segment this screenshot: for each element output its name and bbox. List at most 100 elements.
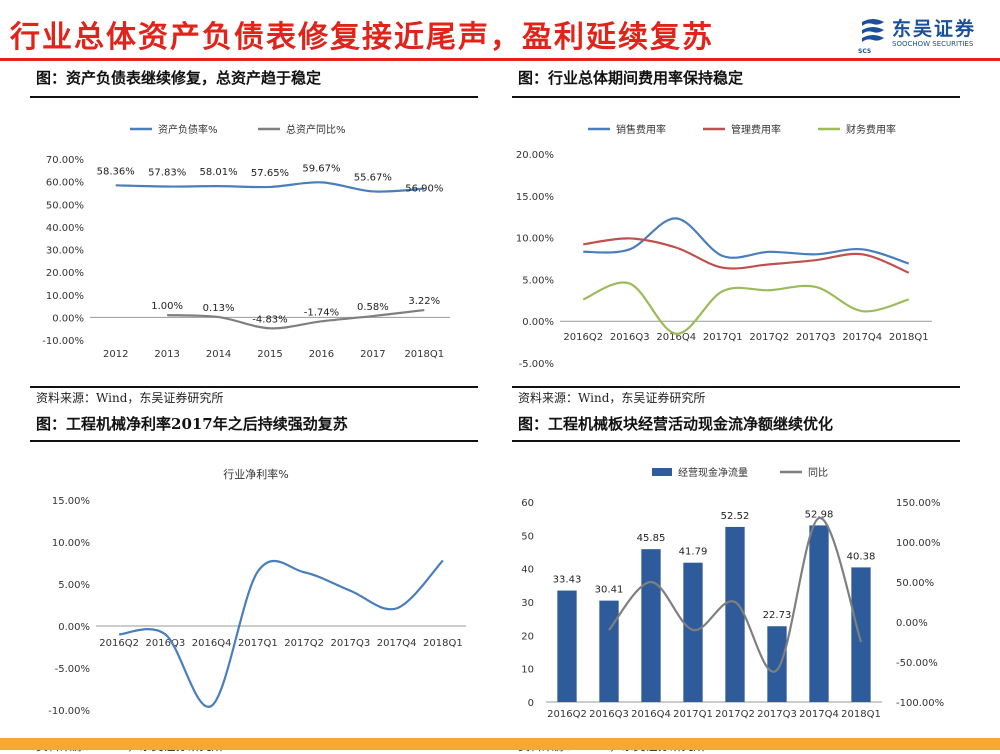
panel-rule-top xyxy=(512,96,960,98)
legend-label: 销售费用率 xyxy=(616,123,666,136)
series-line-1 xyxy=(115,181,425,193)
data-label: 52.98 xyxy=(805,509,834,520)
y-tick-label: 40 xyxy=(521,565,534,576)
logo-english: SOOCHOW SECURITIES xyxy=(892,40,974,48)
x-tick-label: 2017 xyxy=(360,349,385,360)
panel-rule-top xyxy=(30,440,478,442)
series-line-3 xyxy=(582,281,910,335)
data-label: -1.74% xyxy=(304,307,339,318)
x-tick-label: 2016Q3 xyxy=(589,709,629,720)
legend-label: 同比 xyxy=(808,467,828,479)
x-tick-label: 2017Q3 xyxy=(757,709,797,720)
y-tick-label: 60 xyxy=(521,498,534,509)
chart-net-margin: 行业净利率% -10.00% -5.00% 0.00% 5.00% 10.00% 15.00… xyxy=(30,446,478,732)
source-note: 资料来源：Wind，东吴证券研究所 xyxy=(518,391,706,405)
y-tick-label: 50 xyxy=(521,531,534,542)
logo-name: 东吴证券 xyxy=(892,18,977,40)
series-line-1 xyxy=(118,559,444,708)
panel-rule-top xyxy=(512,440,960,442)
y-tick-label: 20 xyxy=(521,631,534,642)
panel-expense-ratio: 图：行业总体期间费用率保持稳定 -5.00% 0.00% 5.00% 10.00% 15… xyxy=(512,64,960,410)
x-tick-label: 2016Q2 xyxy=(547,709,587,720)
legend-label: 经营现金净流量 xyxy=(678,466,748,479)
x-tick-label: 2016Q3 xyxy=(610,332,650,343)
series-line-2 xyxy=(167,308,425,330)
x-tick-label: 2018Q1 xyxy=(841,709,881,720)
x-tick-label: 2012 xyxy=(103,349,128,360)
y-tick-label: 5.00% xyxy=(58,580,90,591)
x-tick-label: 2017Q2 xyxy=(284,638,324,649)
data-label: 59.67% xyxy=(302,163,340,174)
y-tick-label: 30 xyxy=(521,598,534,609)
panel-title: 图：资产负债表继续修复，总资产趋于稳定 xyxy=(36,69,322,87)
data-label: 56.90% xyxy=(405,184,443,195)
data-label: 58.36% xyxy=(97,166,135,177)
header: 行业总体资产负债表修复接近尾声，盈利延续复苏 东吴证券 SOOCHOW SECU… xyxy=(0,0,1000,62)
x-tick-label: 2017Q4 xyxy=(842,332,882,343)
data-label: 55.67% xyxy=(354,172,392,183)
x-tick-label: 2016Q2 xyxy=(99,638,139,649)
data-label: 0.13% xyxy=(203,303,235,314)
panel-title: 图：工程机械板块经营活动现金流净额继续优化 xyxy=(518,415,834,433)
y2-tick-label: -50.00% xyxy=(896,658,938,669)
series-line-2 xyxy=(583,237,910,274)
y-tick-label: -5.00% xyxy=(55,664,90,675)
panel-rule-bottom xyxy=(512,386,960,388)
data-label: 58.01% xyxy=(200,167,238,178)
y-tick-label: -10.00% xyxy=(48,706,90,717)
panel-debt-ratio: 图：资产负债表继续修复，总资产趋于稳定 -10.00% 0.00% 10.00% 20… xyxy=(30,64,478,410)
panel-rule-top xyxy=(30,96,478,98)
y-tick-label: 30.00% xyxy=(46,246,84,257)
data-label: 33.43 xyxy=(553,575,582,586)
brand-logo: 东吴证券 SOOCHOW SECURITIES SCS xyxy=(858,14,998,55)
bar xyxy=(683,562,703,702)
legend-label: 财务费用率 xyxy=(846,123,896,136)
x-tick-label: 2016Q3 xyxy=(146,638,186,649)
bar xyxy=(641,549,661,702)
y-tick-label: -5.00% xyxy=(519,359,554,370)
y2-tick-label: 50.00% xyxy=(896,578,934,589)
bar xyxy=(725,526,745,702)
panel-title: 图：行业总体期间费用率保持稳定 xyxy=(518,69,744,87)
x-tick-label: 2017Q3 xyxy=(796,332,836,343)
bar xyxy=(599,600,619,702)
x-tick-label: 2015 xyxy=(257,349,282,360)
data-label: 30.41 xyxy=(595,585,624,596)
chart-title: 行业净利率% xyxy=(223,467,288,481)
y-tick-label: 50.00% xyxy=(46,200,84,211)
bar xyxy=(557,590,577,702)
bar xyxy=(851,567,871,702)
x-tick-label: 2016Q4 xyxy=(656,332,696,343)
legend-label: 管理费用率 xyxy=(731,123,781,136)
title-rule xyxy=(0,58,1000,61)
panel-rule-bottom xyxy=(30,386,478,388)
page-title: 行业总体资产负债表修复接近尾声，盈利延续复苏 xyxy=(10,20,714,55)
x-tick-label: 2017Q1 xyxy=(703,332,743,343)
data-label: 1.00% xyxy=(151,301,183,312)
x-tick-label: 2016 xyxy=(309,349,334,360)
y-tick-label: 15.00% xyxy=(52,496,90,507)
data-label: 45.85 xyxy=(637,533,666,544)
chart-expense-ratio: -5.00% 0.00% 5.00% 10.00% 15.00% 20.00% 2016Q2… xyxy=(512,104,960,384)
legend-label: 资产负债率% xyxy=(158,123,218,136)
x-tick-label: 2017Q2 xyxy=(749,332,789,343)
y-tick-label: 60.00% xyxy=(46,178,84,189)
logo-mark-text: SCS xyxy=(858,48,872,55)
y-tick-label: 0 xyxy=(528,698,534,709)
x-tick-label: 2018Q1 xyxy=(404,349,444,360)
series-line-yoy xyxy=(608,516,863,673)
y-tick-label: 40.00% xyxy=(46,223,84,234)
y-tick-label: 0.00% xyxy=(58,622,90,633)
bar xyxy=(809,525,829,702)
chart-cash-flow: 0 10 20 30 40 50 60 -100.00% -50.00% 0.00% 50.00% 1… xyxy=(512,446,960,732)
y-tick-label: 10.00% xyxy=(516,234,554,245)
data-label: 22.73 xyxy=(763,610,792,621)
bar xyxy=(767,626,787,702)
data-label: 41.79 xyxy=(679,547,708,558)
y2-tick-label: 0.00% xyxy=(896,618,928,629)
panel-cash-flow: 图：工程机械板块经营活动现金流净额继续优化 0 10 20 30 40 50 60 -100.… xyxy=(512,410,960,753)
x-tick-label: 2013 xyxy=(154,349,179,360)
data-label: -4.83% xyxy=(252,314,287,325)
x-tick-label: 2017Q4 xyxy=(377,638,417,649)
y2-tick-label: -100.00% xyxy=(896,698,944,709)
